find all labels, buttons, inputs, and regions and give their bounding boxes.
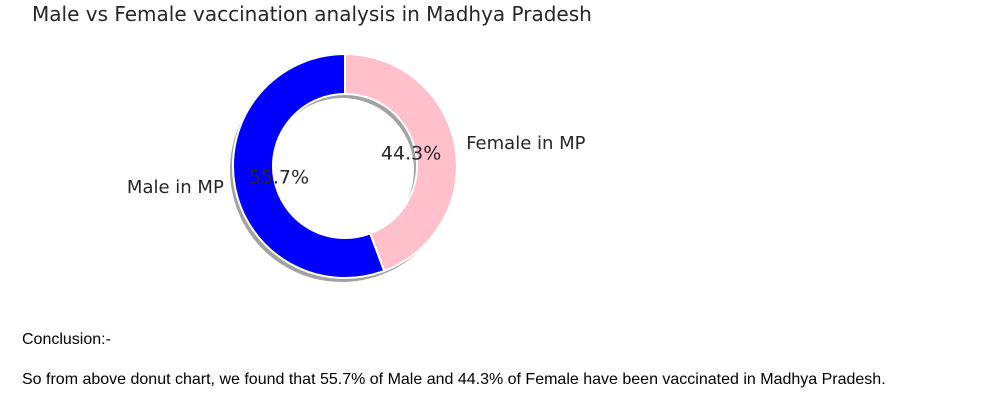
slice-percent-female-in-mp: 44.3% — [381, 143, 441, 165]
slice-percent-male-in-mp: 55.7% — [249, 167, 309, 189]
donut-chart: Male in MP 55.7% Female in MP 44.3% — [127, 52, 586, 282]
wedge-female-in-mp — [344, 52, 458, 273]
slice-label-female-in-mp: Female in MP — [466, 133, 585, 154]
wedge-male-in-mp — [232, 52, 386, 279]
slice-label-male-in-mp: Male in MP — [127, 177, 224, 198]
chart-title: Male vs Female vaccination analysis in M… — [32, 2, 592, 26]
conclusion-text: So from above donut chart, we found that… — [22, 371, 886, 388]
conclusion-heading: Conclusion:- — [22, 331, 111, 348]
